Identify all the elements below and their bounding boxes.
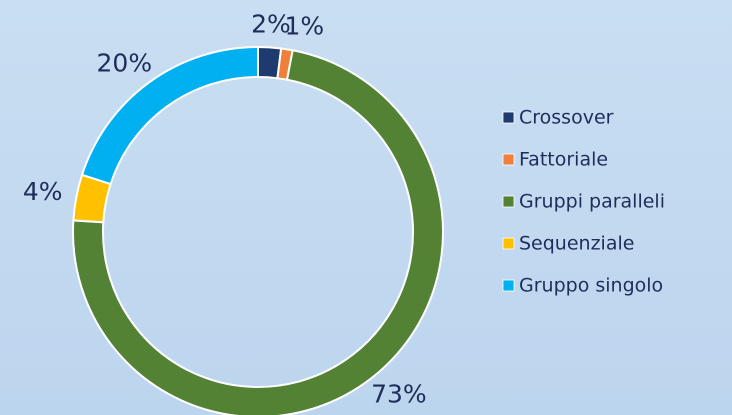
legend-swatch	[502, 237, 515, 250]
legend-swatch	[502, 153, 515, 166]
legend-swatch	[502, 111, 515, 124]
legend-swatch	[502, 195, 515, 208]
data-label: 4%	[23, 177, 63, 206]
legend-label: Gruppi paralleli	[519, 191, 665, 213]
legend-swatch	[502, 279, 515, 292]
data-label: 73%	[371, 380, 427, 409]
legend-label: Fattoriale	[519, 149, 608, 171]
plot: 2%1% 73% 4% 20% Crossover Fattoriale Gruppi pa…	[23, 9, 665, 415]
legend-label: Sequenziale	[519, 233, 634, 255]
legend-label: Crossover	[519, 107, 614, 129]
donut-slice	[80, 45, 259, 186]
donut-slice	[72, 49, 444, 415]
data-label: 1%	[285, 12, 325, 41]
data-label: 20%	[97, 49, 153, 78]
legend-label: Gruppo singolo	[519, 275, 663, 297]
data-label: 2%	[251, 9, 291, 38]
